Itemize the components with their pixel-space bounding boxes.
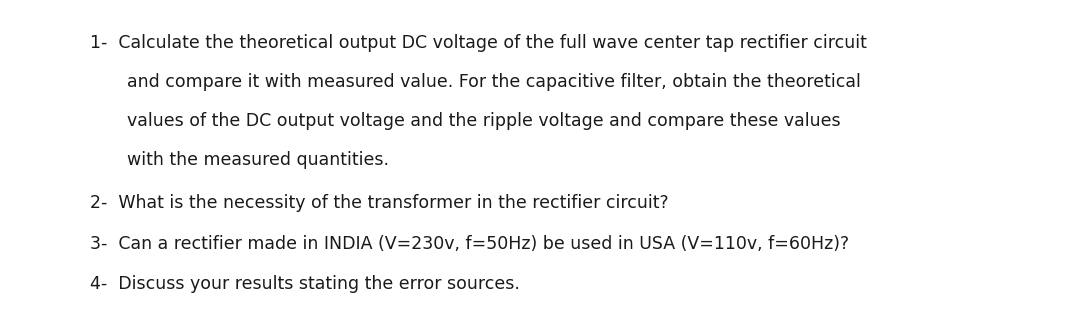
Text: values of the DC output voltage and the ripple voltage and compare these values: values of the DC output voltage and the … [127,112,841,130]
Text: with the measured quantities.: with the measured quantities. [127,151,390,169]
Text: and compare it with measured value. For the capacitive filter, obtain the theore: and compare it with measured value. For … [127,73,862,91]
Text: 1-  Calculate the theoretical output DC voltage of the full wave center tap rect: 1- Calculate the theoretical output DC v… [90,34,866,52]
Text: 4-  Discuss your results stating the error sources.: 4- Discuss your results stating the erro… [90,275,519,294]
Text: 2-  What is the necessity of the transformer in the rectifier circuit?: 2- What is the necessity of the transfor… [90,194,669,213]
Text: 3-  Can a rectifier made in INDIA (V=230v, f=50Hz) be used in USA (V=110v, f=60H: 3- Can a rectifier made in INDIA (V=230v… [90,235,849,253]
